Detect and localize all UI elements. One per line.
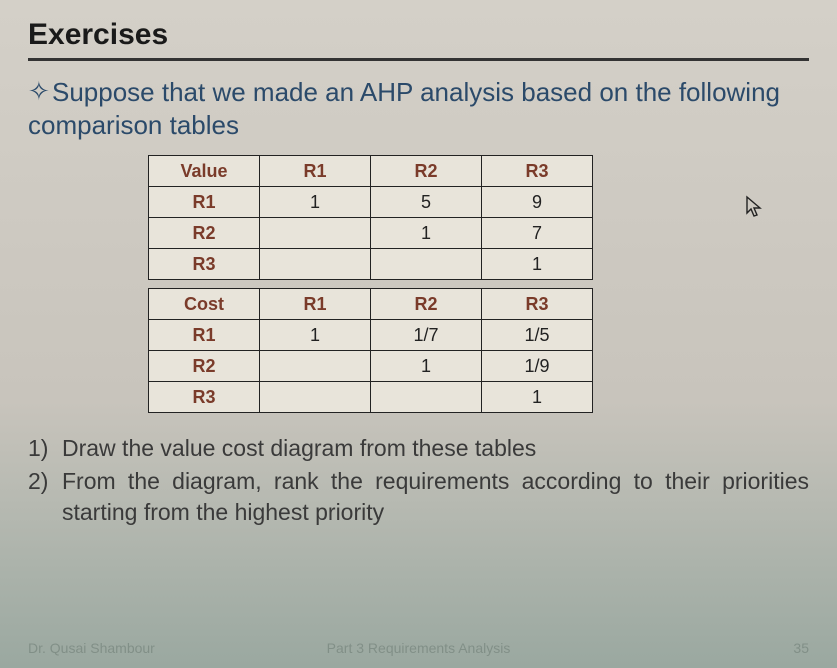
table-row: R1 1 1/7 1/5 (149, 320, 593, 351)
question-text: Draw the value cost diagram from these t… (62, 433, 809, 464)
table-cell: 1/7 (371, 320, 482, 351)
cursor-icon (745, 195, 765, 225)
question-text: From the diagram, rank the requirements … (62, 466, 809, 528)
row-header: R2 (149, 218, 260, 249)
table-cell: 1 (260, 320, 371, 351)
question-number: 2) (28, 466, 62, 528)
table-cell (371, 249, 482, 280)
table-cell (260, 249, 371, 280)
table-row: R3 1 (149, 249, 593, 280)
row-header: R1 (149, 320, 260, 351)
table-cell: 5 (371, 187, 482, 218)
tables-container: Value R1 R2 R3 R1 1 5 9 R2 1 7 R3 1 (148, 155, 809, 413)
row-header: R1 (149, 187, 260, 218)
col-header: R3 (482, 289, 593, 320)
table-cell: 1 (482, 249, 593, 280)
table-cell: 7 (482, 218, 593, 249)
table-cell (260, 382, 371, 413)
col-header: R2 (371, 289, 482, 320)
table-corner: Cost (149, 289, 260, 320)
exercise-prompt: ✧Suppose that we made an AHP analysis ba… (28, 75, 809, 141)
table-cell (260, 218, 371, 249)
footer-left: Dr. Qusai Shambour (28, 640, 155, 656)
table-corner: Value (149, 156, 260, 187)
questions-list: 1) Draw the value cost diagram from thes… (28, 433, 809, 528)
col-header: R1 (260, 156, 371, 187)
table-row: R3 1 (149, 382, 593, 413)
table-row: Value R1 R2 R3 (149, 156, 593, 187)
footer-center: Part 3 Requirements Analysis (327, 640, 511, 656)
table-cell: 9 (482, 187, 593, 218)
question-number: 1) (28, 433, 62, 464)
table-cell: 1/9 (482, 351, 593, 382)
table-row: Cost R1 R2 R3 (149, 289, 593, 320)
row-header: R3 (149, 249, 260, 280)
row-header: R2 (149, 351, 260, 382)
table-cell (371, 382, 482, 413)
cost-table: Cost R1 R2 R3 R1 1 1/7 1/5 R2 1 1/9 R3 (148, 288, 593, 413)
table-row: R2 1 7 (149, 218, 593, 249)
footer-right: 35 (793, 640, 809, 656)
table-row: R2 1 1/9 (149, 351, 593, 382)
col-header: R1 (260, 289, 371, 320)
slide-footer: Dr. Qusai Shambour Part 3 Requirements A… (0, 640, 837, 656)
table-cell: 1 (482, 382, 593, 413)
question-item: 1) Draw the value cost diagram from thes… (28, 433, 809, 464)
page-title: Exercises (28, 18, 809, 52)
col-header: R3 (482, 156, 593, 187)
prompt-text: Suppose that we made an AHP analysis bas… (28, 77, 780, 140)
question-item: 2) From the diagram, rank the requiremen… (28, 466, 809, 528)
table-row: R1 1 5 9 (149, 187, 593, 218)
table-cell: 1 (371, 218, 482, 249)
table-cell: 1/5 (482, 320, 593, 351)
table-cell: 1 (260, 187, 371, 218)
bullet-diamond-icon: ✧ (28, 75, 46, 108)
table-cell (260, 351, 371, 382)
value-table: Value R1 R2 R3 R1 1 5 9 R2 1 7 R3 1 (148, 155, 593, 280)
table-cell: 1 (371, 351, 482, 382)
row-header: R3 (149, 382, 260, 413)
col-header: R2 (371, 156, 482, 187)
title-underline (28, 58, 809, 61)
